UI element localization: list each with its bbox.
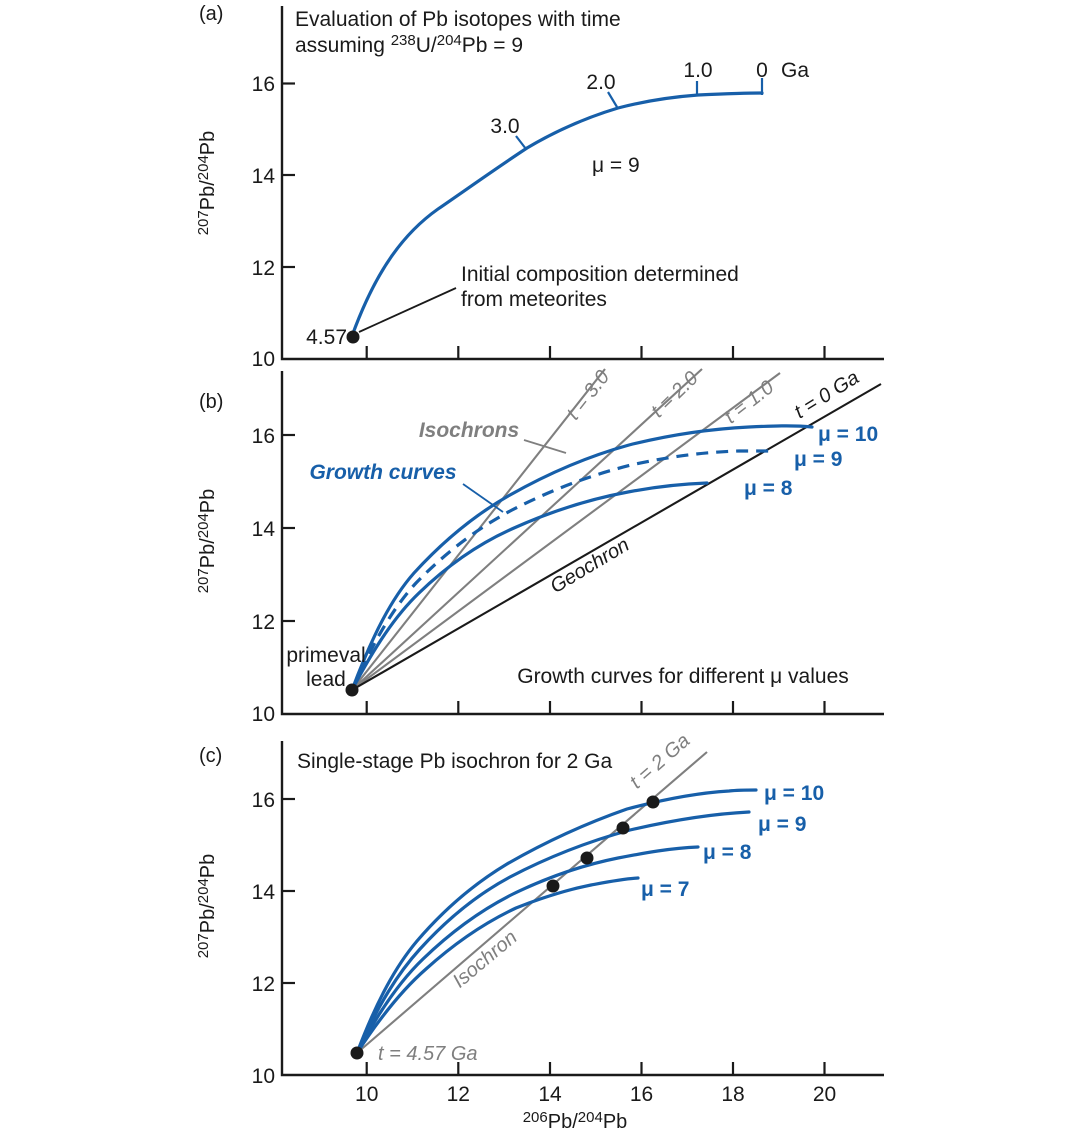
panel-c-x-ticks [365,1062,826,1075]
panel-c-y-ticks [282,797,295,985]
panel-a-title-line2: assuming 238U/204Pb = 9 [295,32,523,57]
panel-a-age-tick-marks [515,78,764,150]
intersection-point-mu8 [580,851,594,865]
panel-a-axes [280,6,884,361]
panel-a-ytick-14: 14 [252,165,276,188]
primeval-lead-point [345,683,359,697]
initial-composition-note-line1: Initial composition determined [461,263,739,286]
isochron-label-t3: t = 3.0 [562,366,614,424]
panel-c-xtick-12: 12 [447,1083,470,1106]
panel-a-mu-label: μ = 9 [592,154,640,177]
panel-b-tag: (b) [199,391,223,413]
growth-curves-callout-label: Growth curves [309,461,456,484]
initial-composition-note-line2: from meteorites [461,288,607,311]
panel-a-ytick-12: 12 [252,257,275,280]
panel-c-tag: (c) [199,745,222,767]
isochron-word-label: Isochron [449,926,522,992]
panel-a-ytick-16: 16 [252,73,275,96]
panel-b-axes [280,371,884,716]
age-label-1.0: 1.0 [683,59,712,82]
primeval-lead-label-line1: primeval [286,644,365,667]
panel-b-mu10-label: μ = 10 [818,423,878,446]
isochron-line-t1 [351,372,781,691]
panel-c-mu7-label: μ = 7 [641,878,689,901]
panel-b-mu9-label: μ = 9 [794,448,842,471]
panel-a: (a) Evaluation of Pb isotopes with time … [195,3,884,371]
panel-c-ytick-16: 16 [252,789,275,812]
intersection-point-mu7 [546,879,560,893]
start-age-4.57-label: 4.57 [306,326,347,349]
growth-curve-mu10 [350,424,814,692]
age-label-2.0: 2.0 [586,71,615,94]
age-label-0: 0 [756,59,768,82]
panel-c-axes [280,741,884,1077]
panel-b: (b) 16 14 12 10 207Pb/204Pb [195,366,884,726]
geochron-line [351,383,882,691]
panel-c-mu10-label: μ = 10 [764,782,824,805]
panel-a-y-axis-label: 207Pb/204Pb [195,131,219,236]
ga-unit-label: Ga [781,59,809,82]
age-label-3.0: 3.0 [490,115,519,138]
panel-a-x-ticks [365,346,826,359]
panel-a-ytick-10: 10 [252,348,275,371]
growth-curve-c-mu9 [355,810,751,1055]
panel-c-xtick-20: 20 [813,1083,836,1106]
start-point-4.57ga [350,1046,364,1060]
panel-a-tag: (a) [199,3,223,25]
panel-b-caption: Growth curves for different μ values [517,665,849,688]
panel-c-xtick-10: 10 [355,1083,378,1106]
panel-c-ytick-12: 12 [252,973,275,996]
panel-a-title-line1: Evaluation of Pb isotopes with time [295,8,621,31]
isochron-2ga-label: t = 2 Ga [626,730,695,794]
intersection-point-mu10 [646,795,660,809]
panel-c: (c) Single-stage Pb isochron for 2 Ga 16… [195,730,884,1133]
isochron-line-t2 [351,368,703,691]
annotation-leader-line [358,287,457,333]
panel-b-ytick-16: 16 [252,425,275,448]
panel-c-xtick-16: 16 [630,1083,653,1106]
primeval-lead-label-line2: lead [306,668,346,691]
growth-curve-mu8 [350,481,709,692]
panel-b-ytick-12: 12 [252,611,275,634]
isochron-label-t2: t = 2.0 [647,367,703,422]
panel-b-y-axis-label: 207Pb/204Pb [195,489,219,594]
panel-c-xtick-18: 18 [721,1083,744,1106]
growth-curve-c-mu7 [355,876,640,1055]
initial-composition-point [346,330,360,344]
panel-b-ytick-14: 14 [252,518,276,541]
panel-c-xtick-14: 14 [538,1083,562,1106]
isochrons-callout-leader [523,439,567,454]
x-axis-label: 206Pb/204Pb [523,1109,628,1133]
isochron-label-t1: t = 1.0 [720,376,778,428]
growth-curves-callout-leader [462,483,504,513]
growth-curve-mu9-dashed [350,449,769,691]
intersection-point-mu9 [616,821,630,835]
start-age-label: t = 4.57 Ga [378,1043,478,1065]
panel-b-y-ticks [282,433,295,623]
panel-c-mu9-label: μ = 9 [758,813,806,836]
panel-c-mu8-label: μ = 8 [703,841,752,864]
panel-a-y-ticks [282,82,295,269]
panel-b-ytick-10: 10 [252,703,275,726]
geochron-label: Geochron [547,534,634,598]
panel-b-mu8-label: μ = 8 [744,477,793,500]
isochrons-callout-label: Isochrons [419,419,519,442]
panel-c-ytick-14: 14 [252,881,276,904]
growth-curve-c-mu10 [355,788,758,1055]
panel-c-y-axis-label: 207Pb/204Pb [195,854,219,959]
panel-c-ytick-10: 10 [252,1065,275,1088]
growth-curve-c-mu8 [355,845,700,1055]
panel-c-title: Single-stage Pb isochron for 2 Ga [297,750,612,773]
panel-b-x-ticks [365,701,826,714]
